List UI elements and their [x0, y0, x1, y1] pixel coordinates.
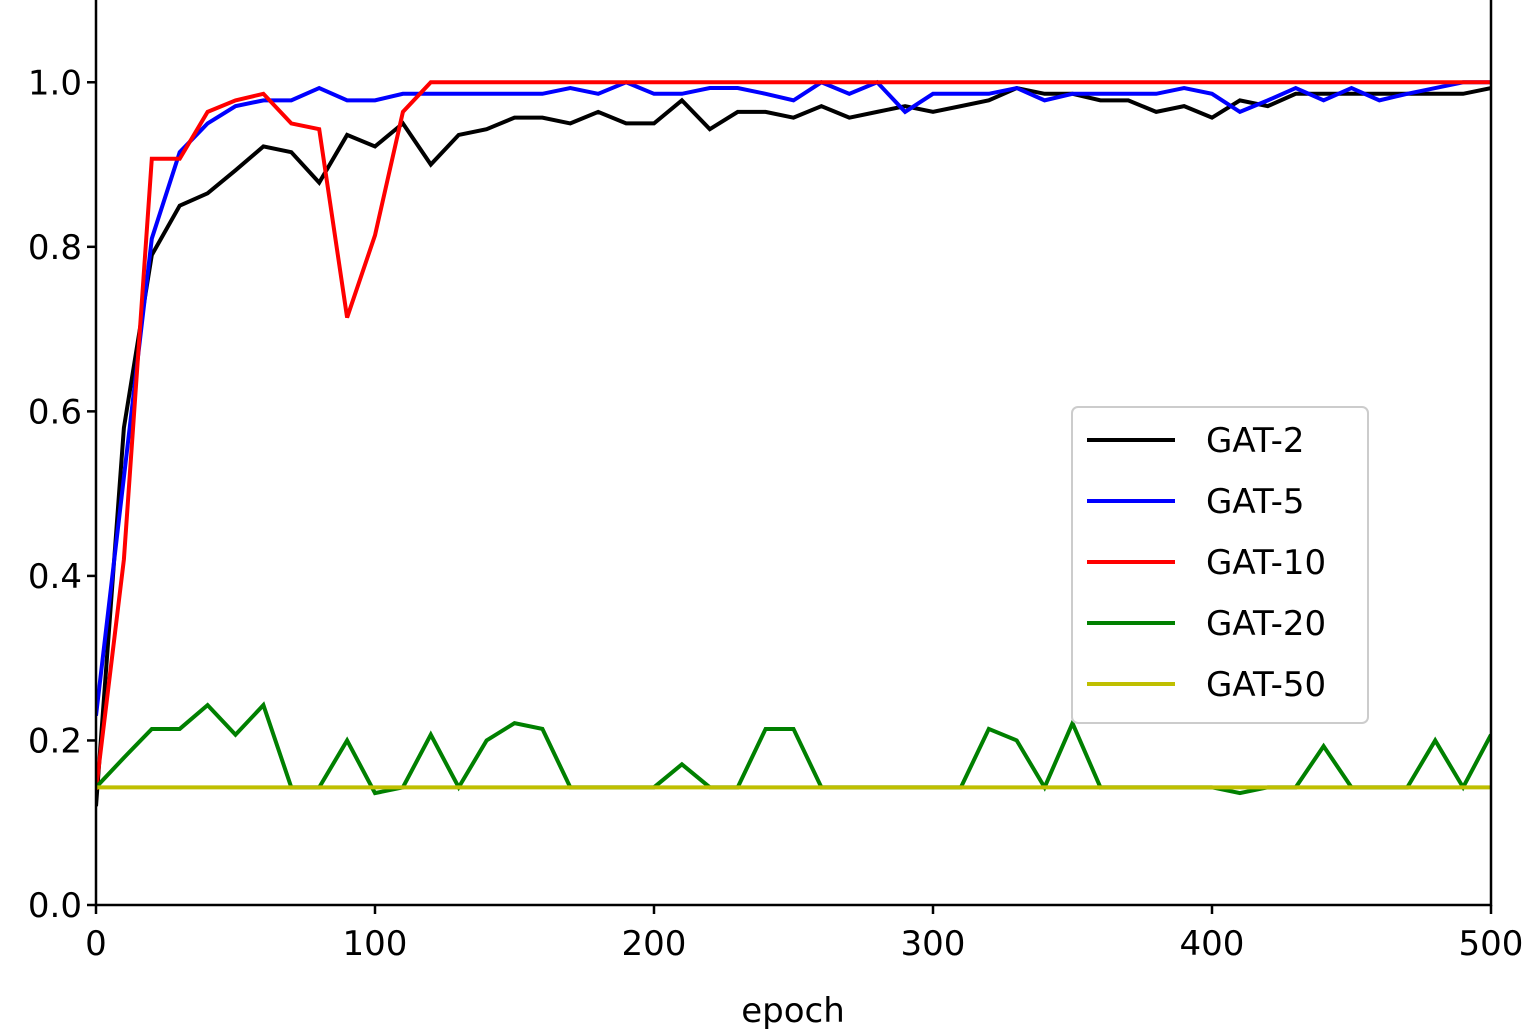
- plot-frame: [94, 0, 1493, 907]
- x-axis-label: epoch: [741, 991, 845, 1031]
- y-tick-label: 0.2: [28, 721, 82, 761]
- legend: GAT-2 GAT-5 GAT-10 GAT-20 GAT-50: [1071, 406, 1369, 724]
- y-tick-label: 0.8: [28, 228, 82, 268]
- legend-label-gat-5: GAT-5: [1206, 482, 1305, 522]
- x-tick-label: 100: [343, 924, 408, 964]
- x-tick-label: 0: [85, 924, 107, 964]
- legend-box: [1071, 406, 1369, 724]
- x-tick-label: 500: [1459, 924, 1524, 964]
- legend-label-gat-2: GAT-2: [1206, 421, 1305, 461]
- x-tick-label: 400: [1180, 924, 1245, 964]
- y-tick-label: 0.0: [28, 886, 82, 926]
- x-tick-label: 300: [901, 924, 966, 964]
- x-tick-label: 200: [622, 924, 687, 964]
- legend-label-gat-10: GAT-10: [1206, 543, 1326, 583]
- legend-label-gat-20: GAT-20: [1206, 604, 1326, 644]
- y-tick-label: 1.0: [28, 63, 82, 103]
- y-tick-label: 0.6: [28, 392, 82, 432]
- series-layer: [96, 79, 1491, 807]
- series-line-gat-5: [96, 79, 1491, 717]
- y-tick-label: 0.4: [28, 557, 82, 597]
- legend-label-gat-50: GAT-50: [1206, 665, 1326, 705]
- axes-layer: 0 100 200 300 400 500 0.0 0.2 0.4 0.6 0.8 1.0: [28, 0, 1524, 964]
- series-line-gat-10: [96, 80, 1491, 791]
